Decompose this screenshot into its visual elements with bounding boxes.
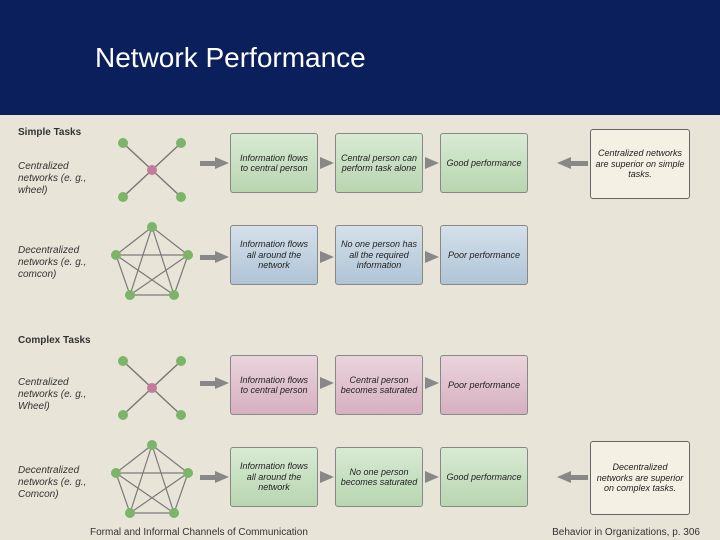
- arrow-right-icon: [425, 157, 439, 169]
- arrow-right-icon: [215, 157, 229, 169]
- card-r2c2: No one person has all the required infor…: [335, 225, 423, 285]
- footer-right: Behavior in Organizations, p. 306: [552, 527, 700, 538]
- arrow: [570, 161, 588, 166]
- title-bar: Network Performance: [0, 0, 720, 115]
- arrow: [200, 381, 216, 386]
- footer: Formal and Informal Channels of Communic…: [0, 527, 720, 538]
- arrow-right-icon: [425, 251, 439, 263]
- wheel-icon: [105, 125, 200, 213]
- arrow-right-icon: [215, 251, 229, 263]
- card-r3c3: Poor performance: [440, 355, 528, 415]
- wheel-icon: [105, 343, 200, 431]
- card-r4c1: Information flows all around the network: [230, 447, 318, 507]
- arrow: [570, 475, 588, 480]
- card-r4c2: No one person becomes saturated: [335, 447, 423, 507]
- label-centralized-1: Centralized networks (e. g., wheel): [18, 161, 98, 197]
- card-r2c1: Information flows all around the network: [230, 225, 318, 285]
- arrow-right-icon: [425, 471, 439, 483]
- page-title: Network Performance: [95, 42, 366, 74]
- arrow-left-icon: [557, 157, 571, 169]
- comcon-icon: [105, 435, 200, 527]
- arrow-right-icon: [320, 377, 334, 389]
- arrow-right-icon: [320, 251, 334, 263]
- arrow-left-icon: [557, 471, 571, 483]
- diagram-comcon-1: [105, 217, 200, 295]
- label-simple-tasks: Simple Tasks: [18, 127, 88, 139]
- comcon-icon: [105, 217, 200, 309]
- arrow: [200, 475, 216, 480]
- label-decentralized-2: Decentralized networks (e. g., Comcon): [18, 465, 98, 501]
- arrow: [200, 255, 216, 260]
- label-complex-tasks: Complex Tasks: [18, 335, 98, 347]
- arrow: [200, 161, 216, 166]
- label-centralized-2: Centralized networks (e. g., Wheel): [18, 377, 98, 413]
- footer-left: Formal and Informal Channels of Communic…: [90, 527, 308, 538]
- card-summary-bot: Decentralized networks are superior on c…: [590, 441, 690, 515]
- diagram-comcon-2: [105, 435, 200, 513]
- card-r1c3: Good performance: [440, 133, 528, 193]
- card-r2c3: Poor performance: [440, 225, 528, 285]
- arrow-right-icon: [215, 471, 229, 483]
- card-r3c2: Central person becomes saturated: [335, 355, 423, 415]
- arrow-right-icon: [320, 471, 334, 483]
- diagram-wheel-1: [105, 125, 200, 203]
- arrow-right-icon: [215, 377, 229, 389]
- card-r1c1: Information flows to central person: [230, 133, 318, 193]
- arrow-right-icon: [425, 377, 439, 389]
- card-r1c2: Central person can perform task alone: [335, 133, 423, 193]
- card-summary-top: Centralized networks are superior on sim…: [590, 129, 690, 199]
- card-r3c1: Information flows to central person: [230, 355, 318, 415]
- label-decentralized-1: Decentralized networks (e. g., comcon): [18, 245, 98, 281]
- diagram-content: Simple Tasks Centralized networks (e. g.…: [0, 115, 720, 525]
- arrow-right-icon: [320, 157, 334, 169]
- card-r4c3: Good performance: [440, 447, 528, 507]
- diagram-wheel-2: [105, 343, 200, 421]
